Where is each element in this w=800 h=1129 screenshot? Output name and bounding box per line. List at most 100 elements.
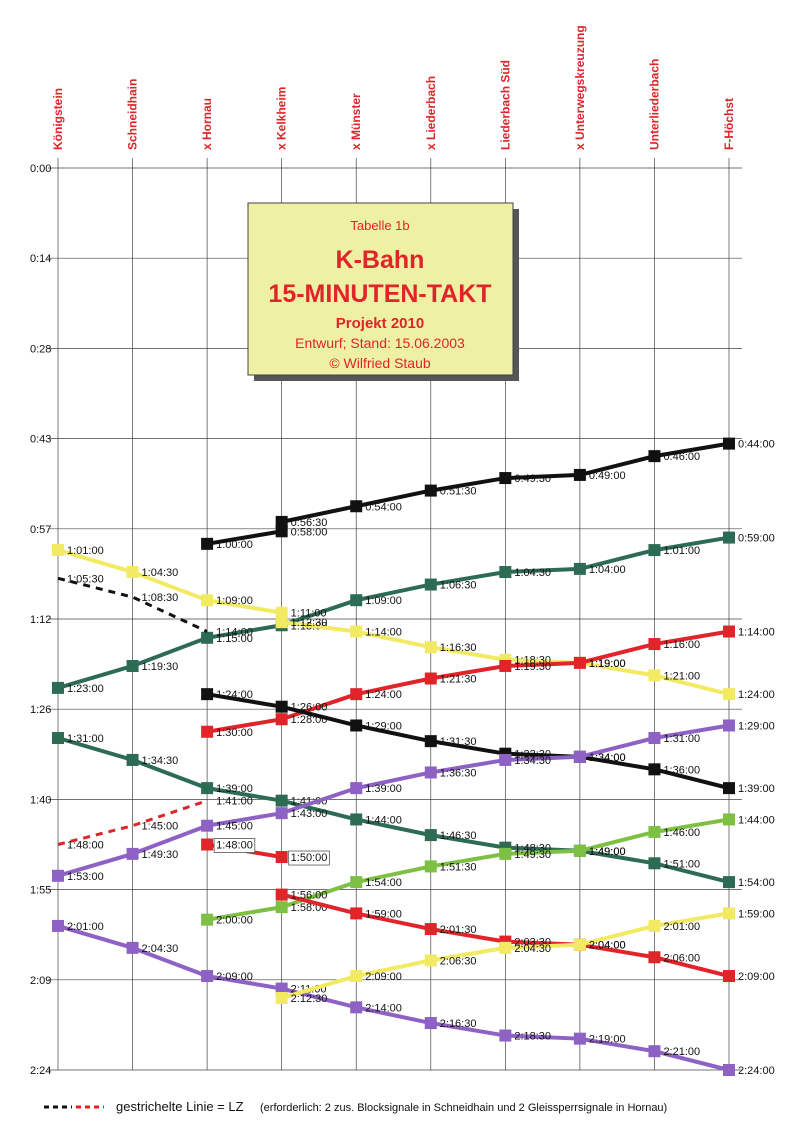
train-lines: 1:00:00 0:58:000:56:30 0:54:00 0:51:30 0:49:… <box>52 437 775 1077</box>
time-label: 1:39:00 <box>365 783 402 795</box>
station-label: Schneidhain <box>126 79 140 150</box>
stop-marker <box>350 625 363 638</box>
station-label: x Münster <box>349 93 363 150</box>
stop-marker <box>201 819 214 832</box>
time-label: 1:15:00 <box>216 633 253 645</box>
time-label: 0:49:00 <box>589 470 626 482</box>
stop-marker <box>723 531 735 544</box>
stop-marker <box>424 641 437 654</box>
stop-marker <box>126 847 139 860</box>
stop-marker <box>723 625 735 638</box>
time-label: 0:59:00 <box>738 533 775 545</box>
time-label: 1:30:00 <box>216 727 253 739</box>
stop-marker <box>573 562 586 575</box>
time-label: 1:19:00 <box>589 658 626 670</box>
time-label: 1:46:00 <box>663 827 700 839</box>
station-label: F-Höchst <box>722 98 736 150</box>
time-label: 1:34:30 <box>142 755 179 767</box>
time-label: 1:26:00 <box>291 702 328 714</box>
stop-marker <box>350 907 363 920</box>
time-label: 1:44:00 <box>738 814 775 826</box>
stop-marker <box>648 919 661 932</box>
time-label: 2:04:30 <box>142 943 179 955</box>
time-label: 1:49:00 <box>589 846 626 858</box>
stop-marker <box>424 735 437 748</box>
y-tick-label: 1:40 <box>30 794 51 806</box>
time-label: 1:19:30 <box>514 661 551 673</box>
time-label: 1:19:00 <box>589 658 626 670</box>
time-label: 1:01:00 <box>663 545 700 557</box>
stop-marker <box>648 450 661 463</box>
time-label: 1:34:30 <box>514 755 551 767</box>
stop-marker <box>201 631 214 644</box>
stop-marker <box>723 876 735 889</box>
stop-marker <box>350 688 363 701</box>
y-tick-label: 2:09 <box>30 975 51 987</box>
time-label: 1:48:00 <box>67 840 104 852</box>
time-label: 1:14:00 <box>365 627 402 639</box>
stop-marker <box>275 606 288 619</box>
time-label-box <box>288 850 330 866</box>
time-label: 1:31:30 <box>440 736 477 748</box>
time-label: 1:50:00 <box>291 852 328 864</box>
stop-marker <box>424 923 437 936</box>
stop-marker <box>499 753 512 766</box>
stop-marker <box>201 913 214 926</box>
time-label: 1:48:00 <box>216 840 253 852</box>
time-label: 1:54:00 <box>365 877 402 889</box>
time-label: 1:05:30 <box>67 573 104 585</box>
time-label: 2:24:00 <box>738 1065 775 1077</box>
time-label: 1:29:00 <box>365 720 402 732</box>
stop-marker <box>52 681 64 694</box>
time-label: 1:04:30 <box>514 567 551 579</box>
stop-marker <box>499 659 512 672</box>
time-label: 2:09:00 <box>738 971 775 983</box>
stop-marker <box>275 851 288 864</box>
stop-marker <box>275 888 288 901</box>
stop-marker <box>499 941 512 954</box>
stop-marker <box>275 713 288 726</box>
time-label: 1:01:00 <box>67 545 104 557</box>
stop-marker <box>350 1001 363 1014</box>
time-label: 1:23:00 <box>67 683 104 695</box>
time-label: 1:16:00 <box>663 639 700 651</box>
stop-marker <box>424 829 437 842</box>
time-label: 1:49:00 <box>589 846 626 858</box>
stop-marker <box>275 525 288 538</box>
stop-marker <box>424 1017 437 1030</box>
time-label: 1:06:30 <box>440 580 477 592</box>
time-label: 1:09:00 <box>216 595 253 607</box>
stop-marker <box>350 500 363 513</box>
stop-marker <box>499 1029 512 1042</box>
stop-marker <box>424 578 437 591</box>
stop-marker <box>350 719 363 732</box>
time-label: 1:49:30 <box>142 849 179 861</box>
time-label: 1:44:00 <box>365 814 402 826</box>
stop-marker <box>275 700 288 713</box>
stop-marker <box>350 782 363 795</box>
time-label: 0:44:00 <box>738 439 775 451</box>
stop-marker <box>52 732 64 745</box>
title-box: Tabelle 1b K-Bahn 15-MINUTEN-TAKT Projek… <box>247 202 519 381</box>
stop-marker <box>275 794 288 807</box>
table-label: Tabelle 1b <box>350 218 409 233</box>
train-line <box>206 629 730 734</box>
time-label: 0:46:00 <box>663 451 700 463</box>
time-label: 2:04:30 <box>514 943 551 955</box>
author: © Wilfried Staub <box>329 355 431 371</box>
station-label: Unterliederbach <box>647 59 661 150</box>
time-label: 1:36:30 <box>440 767 477 779</box>
stop-marker <box>499 472 512 485</box>
time-label: 2:19:00 <box>589 1034 626 1046</box>
time-label: 1:39:00 <box>738 783 775 795</box>
time-label: 2:18:30 <box>514 1031 551 1043</box>
stop-marker <box>52 919 64 932</box>
stop-marker <box>201 725 214 738</box>
stop-marker <box>126 566 139 579</box>
stop-marker <box>201 782 214 795</box>
time-label: 0:51:30 <box>440 486 477 498</box>
train-line <box>57 535 730 690</box>
time-label: 1:14:00 <box>738 627 775 639</box>
time-label: 2:01:00 <box>67 921 104 933</box>
